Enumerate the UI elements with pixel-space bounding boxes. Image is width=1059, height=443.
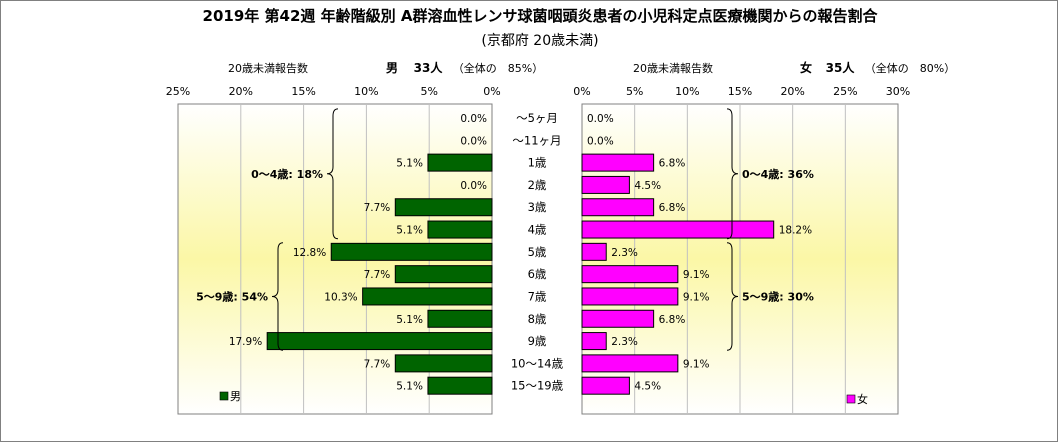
- category-label: 7歳: [528, 289, 547, 303]
- chart-subtitle: (京都府 20歳未満): [481, 33, 598, 49]
- category-label: ～11ヶ月: [512, 133, 561, 147]
- right-group-label: 0～4歳: 36%: [742, 167, 814, 181]
- male-value-label: 10.3%: [324, 291, 357, 303]
- male-value-label: 7.7%: [364, 269, 391, 281]
- male-value-label: 0.0%: [460, 180, 487, 192]
- left-header-count: 33人: [414, 60, 444, 75]
- right-tick-label: 5%: [626, 85, 643, 98]
- female-value-label: 2.3%: [611, 336, 638, 348]
- female-value-label: 6.8%: [659, 314, 686, 326]
- female-value-label: 18.2%: [779, 225, 812, 237]
- female-bar: [581, 354, 679, 373]
- category-label: 8歳: [528, 312, 547, 326]
- male-value-label: 12.8%: [293, 247, 326, 259]
- left-tick-label: 25%: [166, 85, 190, 98]
- left-tick-label: 10%: [354, 85, 378, 98]
- category-label: 5歳: [528, 245, 547, 259]
- female-value-label: 0.0%: [587, 135, 614, 147]
- male-value-label: 5.1%: [396, 314, 423, 326]
- female-bar: [581, 220, 775, 239]
- right-tick-label: 0%: [573, 85, 590, 98]
- male-bar: [427, 220, 493, 239]
- female-bar: [581, 242, 607, 261]
- female-value-label: 9.1%: [683, 358, 710, 370]
- category-label: 2歳: [528, 178, 547, 192]
- male-value-label: 0.0%: [460, 113, 487, 125]
- left-group-label: 5～9歳: 54%: [196, 289, 268, 303]
- female-value-label: 9.1%: [683, 291, 710, 303]
- male-value-label: 5.1%: [396, 381, 423, 393]
- right-tick-label: 20%: [780, 85, 804, 98]
- male-bar: [362, 287, 493, 306]
- category-label: 4歳: [528, 223, 547, 237]
- right-group-brace: [726, 242, 739, 351]
- male-bar: [394, 354, 493, 373]
- male-value-label: 5.1%: [396, 158, 423, 170]
- left-tick-label: 0%: [483, 85, 500, 98]
- left-header-label: 20歳未満報告数: [228, 62, 308, 75]
- legend-swatch-male: [219, 391, 229, 401]
- female-bar: [581, 265, 679, 284]
- category-label: 9歳: [528, 334, 547, 348]
- male-value-label: 5.1%: [396, 225, 423, 237]
- left-header-sex: 男: [386, 61, 398, 75]
- female-bar: [581, 198, 655, 217]
- male-bar: [427, 309, 493, 328]
- category-label: ～5ヶ月: [516, 111, 558, 125]
- category-label: 3歳: [528, 200, 547, 214]
- male-bar: [330, 242, 493, 261]
- left-tick-label: 20%: [229, 85, 253, 98]
- right-tick-label: 25%: [833, 85, 857, 98]
- left-tick-label: 15%: [291, 85, 315, 98]
- male-bar: [427, 153, 493, 172]
- right-tick-label: 15%: [728, 85, 752, 98]
- left-group-brace: [326, 108, 339, 240]
- category-label: 15～19歳: [511, 379, 564, 393]
- female-bar: [581, 287, 679, 306]
- category-label: 6歳: [528, 267, 547, 281]
- legend-swatch-female: [846, 394, 856, 404]
- male-bar: [427, 376, 493, 395]
- male-value-label: 7.7%: [364, 358, 391, 370]
- female-value-label: 6.8%: [659, 202, 686, 214]
- legend-label-female: 女: [857, 392, 868, 406]
- category-label: 10～14歳: [511, 356, 564, 370]
- right-tick-label: 10%: [675, 85, 699, 98]
- left-tick-label: 5%: [420, 85, 437, 98]
- left-group-label: 0～4歳: 18%: [251, 167, 323, 181]
- category-label: 1歳: [528, 156, 547, 170]
- male-bar: [266, 332, 493, 351]
- right-group-brace: [726, 108, 739, 240]
- left-header-share: （全体の 85%）: [453, 61, 543, 75]
- right-header-count: 35人: [826, 60, 856, 75]
- female-value-label: 4.5%: [634, 381, 661, 393]
- chart-title: 2019年 第42週 年齢階級別 A群溶血性レンサ球菌咽頭炎患者の小児科定点医療…: [203, 7, 879, 25]
- female-bar: [581, 153, 655, 172]
- right-header-share: （全体の 80%）: [865, 61, 955, 75]
- female-bar: [581, 175, 630, 194]
- male-value-label: 0.0%: [460, 135, 487, 147]
- female-value-label: 2.3%: [611, 247, 638, 259]
- female-value-label: 9.1%: [683, 269, 710, 281]
- right-group-label: 5～9歳: 30%: [742, 289, 814, 303]
- female-bar: [581, 309, 655, 328]
- male-bar: [394, 198, 493, 217]
- male-bar: [394, 265, 493, 284]
- female-value-label: 4.5%: [634, 180, 661, 192]
- female-bar: [581, 376, 630, 395]
- legend-label-male: 男: [230, 390, 241, 403]
- female-value-label: 6.8%: [659, 158, 686, 170]
- male-value-label: 17.9%: [229, 336, 262, 348]
- right-header-label: 20歳未満報告数: [633, 62, 713, 75]
- right-header-sex: 女: [800, 60, 812, 75]
- female-value-label: 0.0%: [587, 113, 614, 125]
- male-value-label: 7.7%: [364, 202, 391, 214]
- left-group-brace: [271, 242, 284, 351]
- right-tick-label: 30%: [886, 85, 910, 98]
- female-bar: [581, 332, 607, 351]
